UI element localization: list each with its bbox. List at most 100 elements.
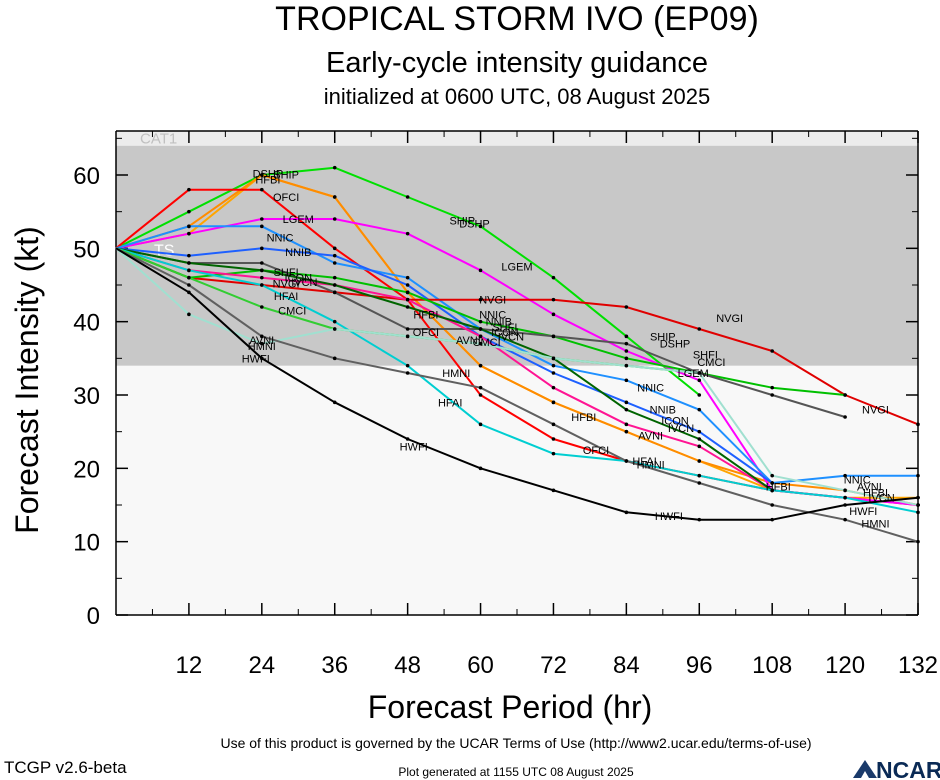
series-point-nnic [260,224,264,229]
x-tick-label: 48 [394,652,421,679]
series-point-avni [770,473,774,478]
model-label: NVGI [273,279,300,291]
model-label: HMNI [861,518,889,530]
series-point-hwfi [551,488,556,493]
model-label: LGEM [283,214,314,226]
series-point-shfi [843,393,847,397]
series-point-nvgi [624,305,629,309]
y-axis-title: Forecast Intensity (kt) [9,226,45,534]
chart-subtitle: Early-cycle intensity guidance [326,47,708,79]
series-point-hmni [405,371,410,375]
series-point-cmc2 [187,275,191,280]
model-label: NNIB [486,317,512,329]
series-point-icon [697,444,702,449]
series-point-hfai [187,268,191,273]
model-label: HFBI [863,488,888,500]
model-label: LGEM [678,368,709,380]
y-tick-label: 0 [87,603,100,630]
series-point-nvgi [916,422,920,427]
series-point-avni [332,327,337,331]
model-label: IVCN [498,331,524,343]
series-point-hfai [843,495,847,500]
model-label: CMCI [473,337,501,349]
series-point-nnib [260,246,264,251]
series-point-hwfi [405,437,410,441]
series-point-ivcn [697,437,702,441]
model-label: NNIB [285,247,311,259]
series-point-nnib [697,429,702,434]
series-point-hmni [697,481,702,485]
series-point-hfbi [332,195,337,199]
model-label: HMNI [637,460,665,472]
series-line-nnib [115,247,773,484]
series-point-nvgi [697,327,702,331]
model-label: HMNI [442,368,470,380]
x-tick-label: 60 [467,652,494,679]
series-point-avni [187,312,191,317]
model-label: HWFI [400,441,428,453]
series-point-nnib [551,371,556,375]
model-label: HFBI [413,309,438,321]
series-point-cmci [843,415,847,419]
model-label: OFCI [273,192,299,204]
band-cat1 [116,131,918,146]
series-point-nvgi [770,349,774,353]
series-point-shfi [624,356,629,361]
series-point-avni [405,334,410,339]
model-label: IVCN [868,493,894,505]
series-point-hmni [551,422,556,427]
series-line-avni [115,247,919,506]
model-label: HMNI [248,341,276,353]
series-point-icon [260,275,264,280]
series-point-icon [624,422,629,427]
series-point-nnic [697,407,702,412]
model-label: HWFI [849,506,877,518]
model-label: NNIC [479,309,506,321]
series-point-lgem [551,312,556,317]
series-line-hfai [115,247,919,514]
model-label: SHIP [449,215,475,227]
version-label: TCGP v2.6-beta [4,758,127,777]
y-tick-label: 30 [73,383,100,410]
ncar-logo-text: NCAR [876,757,940,780]
x-tick-label: 120 [825,652,865,679]
y-tick-label: 50 [73,236,100,263]
series-point-shfi [332,275,337,280]
model-label: HFAI [274,291,298,303]
series-point-hfai [260,283,264,287]
series-point-hmni [260,334,264,339]
y-tick-label: 20 [73,456,100,483]
series-point-hwfi [697,517,702,522]
series-point-ship [697,393,702,397]
series-point-ship [332,165,337,170]
series-point-lgem [405,231,410,236]
series-point-ship [405,195,410,199]
model-label: SHFI [693,350,718,362]
generated-time: Plot generated at 1155 UTC 08 August 202… [398,765,634,779]
series-line-hfbi [115,174,919,506]
init-time-line: initialized at 0600 UTC, 08 August 2025 [324,84,710,109]
y-tick-label: 40 [73,310,100,337]
model-label: NNIC [267,232,294,244]
model-label: NVGI [716,313,743,325]
series-point-hfai [770,488,774,493]
series-point-ofci [187,187,191,192]
series-point-ship [187,209,191,214]
series-point-hmni [478,385,483,390]
series-point-hfai [405,363,410,368]
series-point-hwfi [187,290,191,295]
series-point-lgem [187,231,191,236]
series-point-lgem [624,349,629,353]
series-point-ivcn [478,327,483,331]
model-label: DSHP [253,169,284,181]
series-point-icon [405,297,410,302]
axes: 0 10 20 30 40 50 60 12 24 36 48 60 72 84 96 108 120 132 [73,130,938,679]
model-label: HFBI [766,482,791,494]
series-point-nnic [332,261,337,265]
series-point-hmni [187,283,191,287]
series-point-hfbi [260,173,264,177]
model-label: SHFI [274,267,299,279]
model-label: HFBI [571,412,596,424]
series-point-avni [478,341,483,346]
series-point-hmni [843,517,847,522]
